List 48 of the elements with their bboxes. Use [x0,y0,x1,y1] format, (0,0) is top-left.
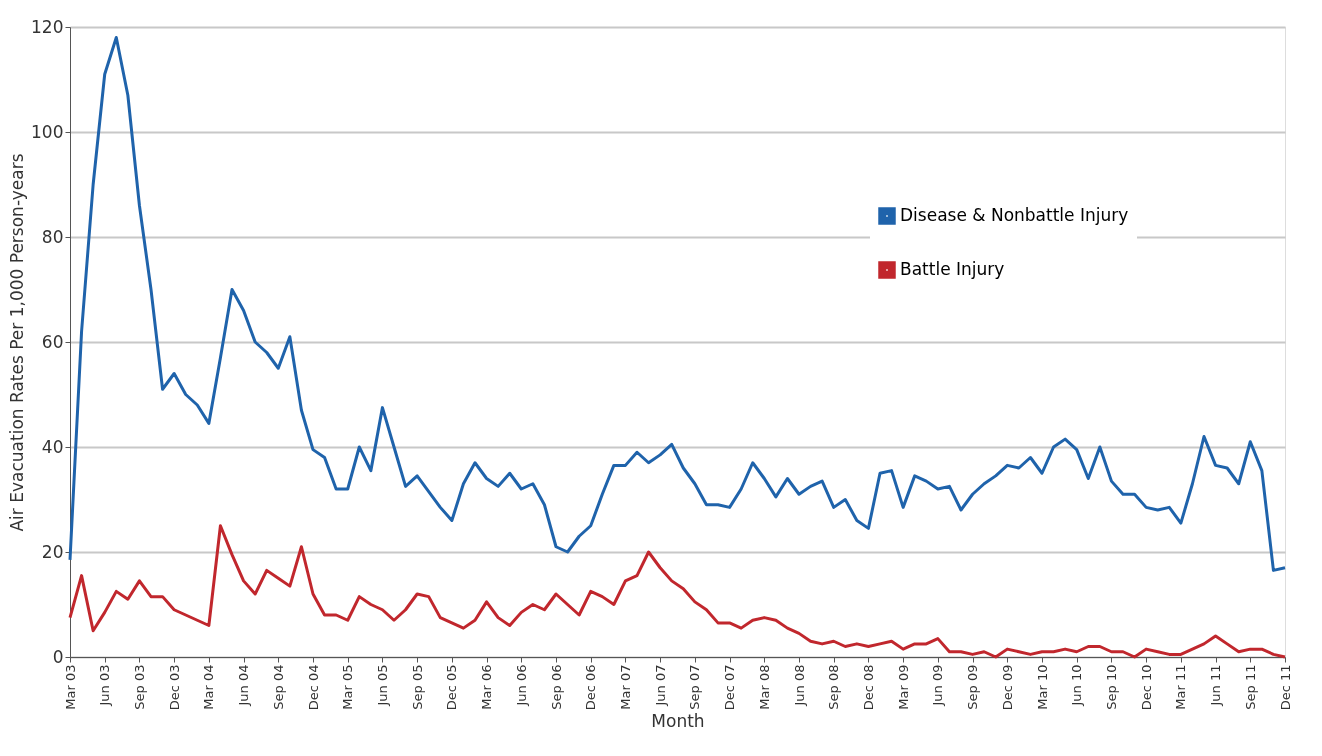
x-tick-label: Dec 08 [860,664,876,711]
x-tick-label: Dec 10 [1138,664,1154,711]
x-tick-label: Jun 11 [1208,664,1224,707]
x-tick-label: Sep 10 [1103,664,1119,710]
y-tick-label: 60 [41,331,64,352]
x-tick-label: Sep 11 [1242,664,1258,710]
x-tick-label: Dec 11 [1277,664,1293,711]
x-tick-label: Dec 09 [999,664,1015,711]
x-tick-label: Jun 06 [513,664,529,707]
x-tick-label: Mar 03 [62,664,78,710]
x-tick-label: Jun 03 [97,664,113,707]
x-tick-label: Sep 06 [548,664,564,710]
x-tick-label: Mar 05 [340,664,356,710]
x-tick-label: Dec 06 [583,664,599,711]
x-tick-label: Jun 05 [374,664,390,707]
x-tick-label: Jun 10 [1069,664,1085,707]
y-tick-label: 20 [41,541,64,562]
y-tick-label: 100 [31,121,64,142]
x-tick-label: Dec 04 [305,664,321,711]
x-tick-label: Jun 07 [652,664,668,707]
x-tick-label: Sep 05 [409,664,425,710]
x-tick-label: Jun 04 [236,664,252,707]
x-tick-label: Sep 04 [270,664,286,710]
x-tick-label: Dec 05 [444,664,460,711]
y-tick-label: 80 [41,226,64,247]
x-tick-label: Sep 03 [131,664,147,710]
x-tick-label: Mar 06 [479,664,495,710]
y-axis-title: Air Evacuation Rates Per 1,000 Person-years [7,153,28,532]
x-tick-label: Jun 09 [930,664,946,707]
y-tick-label: 40 [41,436,64,457]
x-tick-label: Mar 07 [617,664,633,710]
y-tick-label: 120 [31,16,64,37]
x-tick-label: Dec 07 [722,664,738,711]
x-tick-label: Mar 09 [895,664,911,710]
x-axis-title: Month [651,711,705,732]
y-tick-label: 0 [52,646,64,667]
x-tick-label: Sep 09 [965,664,981,710]
x-tick-label: Dec 03 [166,664,182,711]
x-tick-label: Mar 11 [1173,664,1189,710]
x-tick-label: Jun 08 [791,664,807,707]
x-tick-label: Mar 04 [201,664,217,710]
x-tick-label: Mar 08 [756,664,772,710]
legend-label: Disease & Nonbattle Injury [900,205,1129,225]
x-tick-label: Sep 07 [687,664,703,710]
x-tick-label: Mar 10 [1034,664,1050,710]
line-series [68,36,1287,572]
x-tick-label: Sep 08 [826,664,842,710]
legend-label: Battle Injury [900,259,1005,279]
